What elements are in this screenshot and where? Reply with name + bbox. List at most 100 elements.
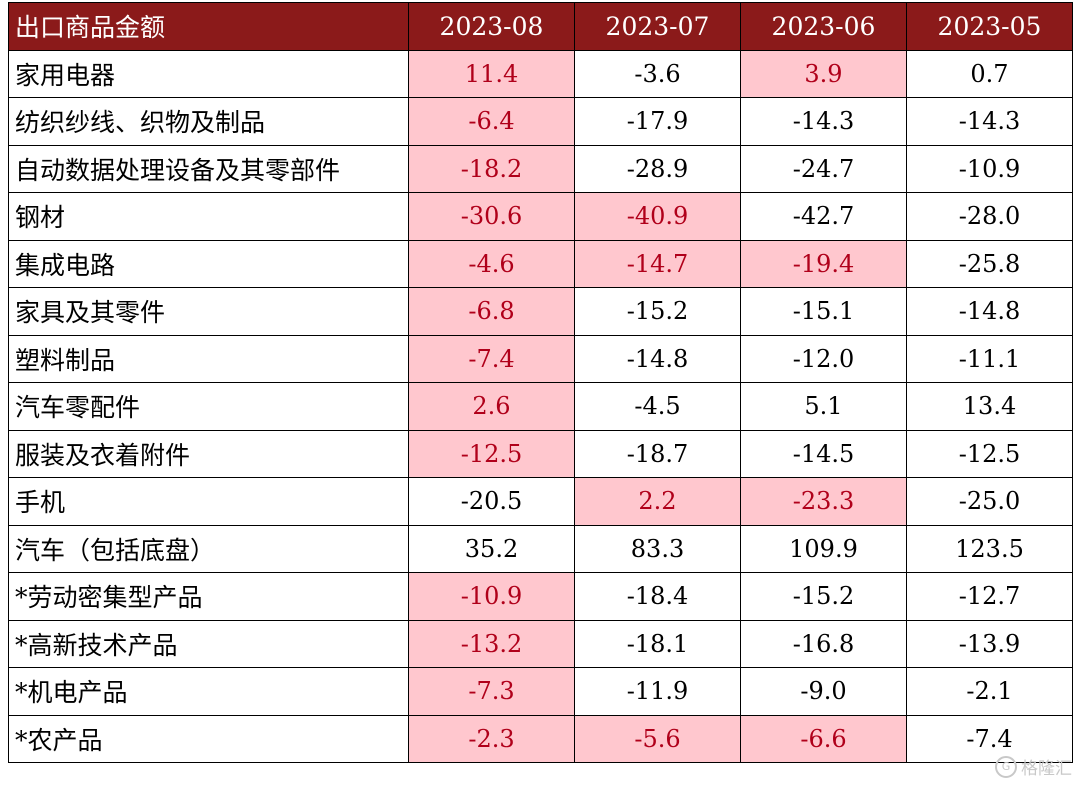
value-cell: -42.7 bbox=[740, 192, 907, 241]
row-label: 钢材 bbox=[8, 192, 409, 241]
table-row: *高新技术产品 -13.2 -18.1 -16.8 -13.9 bbox=[8, 619, 1073, 668]
header-period: 2023-08 bbox=[408, 2, 575, 51]
value-cell: -30.6 bbox=[408, 192, 575, 241]
table-row: 家具及其零件 -6.8 -15.2 -15.1 -14.8 bbox=[8, 287, 1073, 336]
value-cell: -25.0 bbox=[906, 477, 1073, 526]
value-cell: 11.4 bbox=[408, 49, 575, 98]
value-cell: -13.9 bbox=[906, 619, 1073, 668]
value-cell: -12.5 bbox=[408, 429, 575, 478]
value-cell: 123.5 bbox=[906, 524, 1073, 573]
value-cell: -28.9 bbox=[574, 144, 741, 193]
table-row: 汽车（包括底盘） 35.2 83.3 109.9 123.5 bbox=[8, 524, 1073, 573]
table-row: *农产品 -2.3 -5.6 -6.6 -7.4 bbox=[8, 714, 1073, 763]
value-cell: -5.6 bbox=[574, 714, 741, 763]
table-row: 服装及衣着附件 -12.5 -18.7 -14.5 -12.5 bbox=[8, 429, 1073, 478]
value-cell: -14.8 bbox=[906, 287, 1073, 336]
watermark: G 格隆汇 bbox=[995, 754, 1072, 779]
value-cell: 35.2 bbox=[408, 524, 575, 573]
value-cell: 5.1 bbox=[740, 382, 907, 431]
value-cell: -4.6 bbox=[408, 239, 575, 288]
value-cell: 109.9 bbox=[740, 524, 907, 573]
value-cell: -14.3 bbox=[906, 97, 1073, 146]
value-cell: -12.5 bbox=[906, 429, 1073, 478]
table-row: *劳动密集型产品 -10.9 -18.4 -15.2 -12.7 bbox=[8, 572, 1073, 621]
row-label: 汽车零配件 bbox=[8, 382, 409, 431]
value-cell: -6.8 bbox=[408, 287, 575, 336]
row-label: *农产品 bbox=[8, 714, 409, 763]
table-row: 集成电路 -4.6 -14.7 -19.4 -25.8 bbox=[8, 239, 1073, 288]
row-label: *劳动密集型产品 bbox=[8, 572, 409, 621]
value-cell: -18.2 bbox=[408, 144, 575, 193]
row-label: *高新技术产品 bbox=[8, 619, 409, 668]
value-cell: 0.7 bbox=[906, 49, 1073, 98]
value-cell: -2.3 bbox=[408, 714, 575, 763]
row-label: 塑料制品 bbox=[8, 334, 409, 383]
value-cell: -6.6 bbox=[740, 714, 907, 763]
logo-icon: G bbox=[995, 755, 1017, 778]
row-label: *机电产品 bbox=[8, 667, 409, 716]
value-cell: 2.2 bbox=[574, 477, 741, 526]
value-cell: 2.6 bbox=[408, 382, 575, 431]
row-label: 服装及衣着附件 bbox=[8, 429, 409, 478]
row-label: 集成电路 bbox=[8, 239, 409, 288]
table-row: 自动数据处理设备及其零部件 -18.2 -28.9 -24.7 -10.9 bbox=[8, 144, 1073, 193]
value-cell: -20.5 bbox=[408, 477, 575, 526]
value-cell: -17.9 bbox=[574, 97, 741, 146]
table-header-row: 出口商品金额 2023-08 2023-07 2023-06 2023-05 bbox=[8, 2, 1073, 51]
table-body: 家用电器 11.4 -3.6 3.9 0.7 纺织纱线、织物及制品 -6.4 -17.9 -14… bbox=[8, 49, 1073, 763]
value-cell: -18.4 bbox=[574, 572, 741, 621]
value-cell: -3.6 bbox=[574, 49, 741, 98]
value-cell: -18.7 bbox=[574, 429, 741, 478]
value-cell: -12.0 bbox=[740, 334, 907, 383]
value-cell: -40.9 bbox=[574, 192, 741, 241]
value-cell: 3.9 bbox=[740, 49, 907, 98]
value-cell: -18.1 bbox=[574, 619, 741, 668]
value-cell: -13.2 bbox=[408, 619, 575, 668]
value-cell: -14.8 bbox=[574, 334, 741, 383]
value-cell: -28.0 bbox=[906, 192, 1073, 241]
value-cell: -19.4 bbox=[740, 239, 907, 288]
value-cell: -15.1 bbox=[740, 287, 907, 336]
table-row: 家用电器 11.4 -3.6 3.9 0.7 bbox=[8, 49, 1073, 98]
value-cell: -15.2 bbox=[574, 287, 741, 336]
value-cell: -10.9 bbox=[408, 572, 575, 621]
header-period: 2023-06 bbox=[740, 2, 907, 51]
header-label: 出口商品金额 bbox=[8, 2, 409, 51]
value-cell: -15.2 bbox=[740, 572, 907, 621]
value-cell: 13.4 bbox=[906, 382, 1073, 431]
row-label: 手机 bbox=[8, 477, 409, 526]
value-cell: -23.3 bbox=[740, 477, 907, 526]
value-cell: -14.7 bbox=[574, 239, 741, 288]
row-label: 自动数据处理设备及其零部件 bbox=[8, 144, 409, 193]
value-cell: -14.3 bbox=[740, 97, 907, 146]
value-cell: -9.0 bbox=[740, 667, 907, 716]
value-cell: -12.7 bbox=[906, 572, 1073, 621]
table-row: 汽车零配件 2.6 -4.5 5.1 13.4 bbox=[8, 382, 1073, 431]
row-label: 纺织纱线、织物及制品 bbox=[8, 97, 409, 146]
value-cell: -11.1 bbox=[906, 334, 1073, 383]
value-cell: -16.8 bbox=[740, 619, 907, 668]
table-row: 纺织纱线、织物及制品 -6.4 -17.9 -14.3 -14.3 bbox=[8, 97, 1073, 146]
value-cell: -6.4 bbox=[408, 97, 575, 146]
table-row: 钢材 -30.6 -40.9 -42.7 -28.0 bbox=[8, 192, 1073, 241]
value-cell: -4.5 bbox=[574, 382, 741, 431]
data-table-wrapper: 出口商品金额 2023-08 2023-07 2023-06 2023-05 家用电器 1… bbox=[8, 2, 1073, 763]
watermark-text: 格隆汇 bbox=[1021, 759, 1072, 779]
value-cell: 83.3 bbox=[574, 524, 741, 573]
value-cell: -14.5 bbox=[740, 429, 907, 478]
value-cell: -7.3 bbox=[408, 667, 575, 716]
export-data-table: 出口商品金额 2023-08 2023-07 2023-06 2023-05 家用电器 1… bbox=[8, 2, 1073, 763]
header-period: 2023-07 bbox=[574, 2, 741, 51]
header-period: 2023-05 bbox=[906, 2, 1073, 51]
table-row: 手机 -20.5 2.2 -23.3 -25.0 bbox=[8, 477, 1073, 526]
table-row: 塑料制品 -7.4 -14.8 -12.0 -11.1 bbox=[8, 334, 1073, 383]
table-row: *机电产品 -7.3 -11.9 -9.0 -2.1 bbox=[8, 667, 1073, 716]
value-cell: -10.9 bbox=[906, 144, 1073, 193]
value-cell: -7.4 bbox=[906, 714, 1073, 763]
row-label: 家用电器 bbox=[8, 49, 409, 98]
value-cell: -24.7 bbox=[740, 144, 907, 193]
value-cell: -2.1 bbox=[906, 667, 1073, 716]
value-cell: -25.8 bbox=[906, 239, 1073, 288]
value-cell: -11.9 bbox=[574, 667, 741, 716]
row-label: 家具及其零件 bbox=[8, 287, 409, 336]
